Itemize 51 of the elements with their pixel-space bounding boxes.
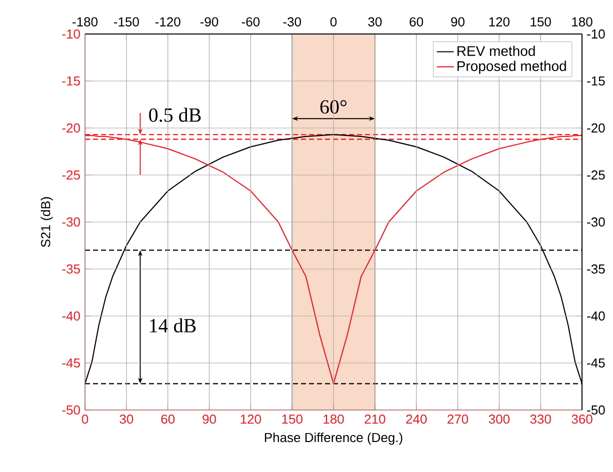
y-tick-label: -50 [62, 405, 80, 415]
x2-tick-label: -30 [283, 17, 301, 26]
y2-tick-label: -20 [587, 123, 605, 133]
y2-tick-label: -25 [587, 170, 605, 180]
y2-tick-label: -30 [587, 217, 605, 227]
y-tick-label: -40 [62, 311, 80, 321]
y-tick-label: -15 [62, 76, 80, 86]
x-tick-label: 210 [364, 414, 386, 424]
x2-tick-label: 180 [572, 17, 592, 26]
x-tick-label: 360 [572, 414, 592, 424]
x-tick-label: 330 [530, 414, 551, 424]
x-tick-label: 30 [120, 414, 134, 424]
y-tick-label: -45 [62, 358, 80, 368]
x-tick-label: 270 [448, 414, 468, 424]
y2-tick-label: -50 [587, 405, 605, 415]
y-tick-label: -25 [62, 170, 80, 180]
legend-label: Proposed method [458, 60, 566, 74]
x2-tick-label: 90 [451, 17, 464, 26]
y-tick-label: -35 [62, 264, 80, 274]
x-tick-label: 60 [161, 414, 175, 424]
x-tick-label: 300 [488, 414, 510, 424]
y-tick-label: -20 [62, 123, 80, 133]
x2-tick-label: -150 [114, 17, 139, 26]
x-tick-label: 240 [406, 414, 427, 424]
annotation: 14 dB [150, 318, 196, 332]
x2-tick-label: 30 [368, 17, 382, 26]
y2-tick-label: -40 [587, 311, 605, 321]
x-axis-title: Phase Difference (Deg.) [264, 432, 402, 445]
annotation: 0.5 dB [149, 108, 201, 122]
x2-tick-label: -120 [155, 17, 180, 26]
y-tick-label: -30 [62, 217, 80, 227]
x-tick-label: 120 [240, 414, 261, 424]
y-axis-title: S21 (dB) [40, 197, 53, 248]
y2-tick-label: -35 [587, 264, 605, 274]
x-tick-label: 90 [202, 414, 216, 424]
x2-tick-label: -60 [242, 17, 260, 26]
annotation: 60° [320, 100, 347, 114]
y2-tick-label: -15 [587, 76, 605, 86]
x2-tick-label: -90 [200, 17, 218, 26]
x2-tick-label: 120 [489, 17, 510, 26]
x2-tick-label: 60 [410, 17, 424, 26]
x-tick-label: 180 [324, 414, 344, 424]
legend-label: REV method [458, 46, 535, 56]
x2-tick-label: -180 [72, 17, 98, 26]
x2-tick-label: 150 [530, 17, 551, 26]
x-tick-label: 150 [282, 414, 302, 424]
y2-tick-label: -10 [587, 29, 605, 39]
x2-tick-label: 0 [330, 17, 337, 26]
x-tick-label: 0 [82, 414, 88, 424]
y-tick-label: -10 [62, 29, 80, 39]
y2-tick-label: -45 [587, 358, 605, 368]
